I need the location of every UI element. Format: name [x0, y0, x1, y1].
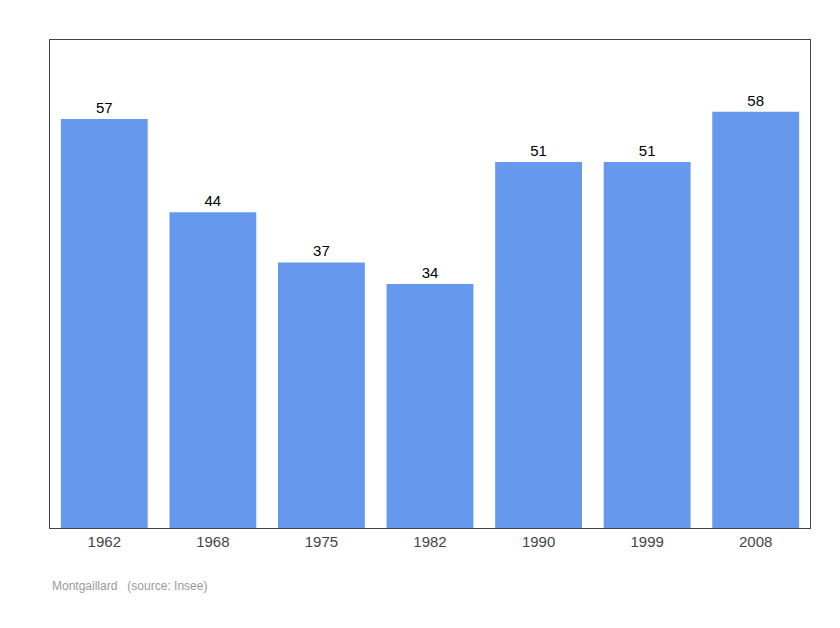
svg-text:1990: 1990 [522, 533, 555, 550]
svg-text:44: 44 [205, 192, 222, 209]
svg-text:34: 34 [422, 264, 439, 281]
svg-text:51: 51 [639, 142, 656, 159]
svg-text:2008: 2008 [739, 533, 772, 550]
svg-text:1982: 1982 [413, 533, 446, 550]
svg-text:58: 58 [747, 92, 764, 109]
svg-text:1968: 1968 [196, 533, 229, 550]
svg-text:1999: 1999 [630, 533, 663, 550]
svg-text:57: 57 [96, 99, 113, 116]
svg-text:Montgaillard (source: Insee): Montgaillard (source: Insee) [52, 579, 207, 593]
svg-text:1962: 1962 [88, 533, 121, 550]
svg-text:1975: 1975 [305, 533, 338, 550]
svg-text:51: 51 [530, 142, 547, 159]
svg-text:37: 37 [313, 242, 330, 259]
